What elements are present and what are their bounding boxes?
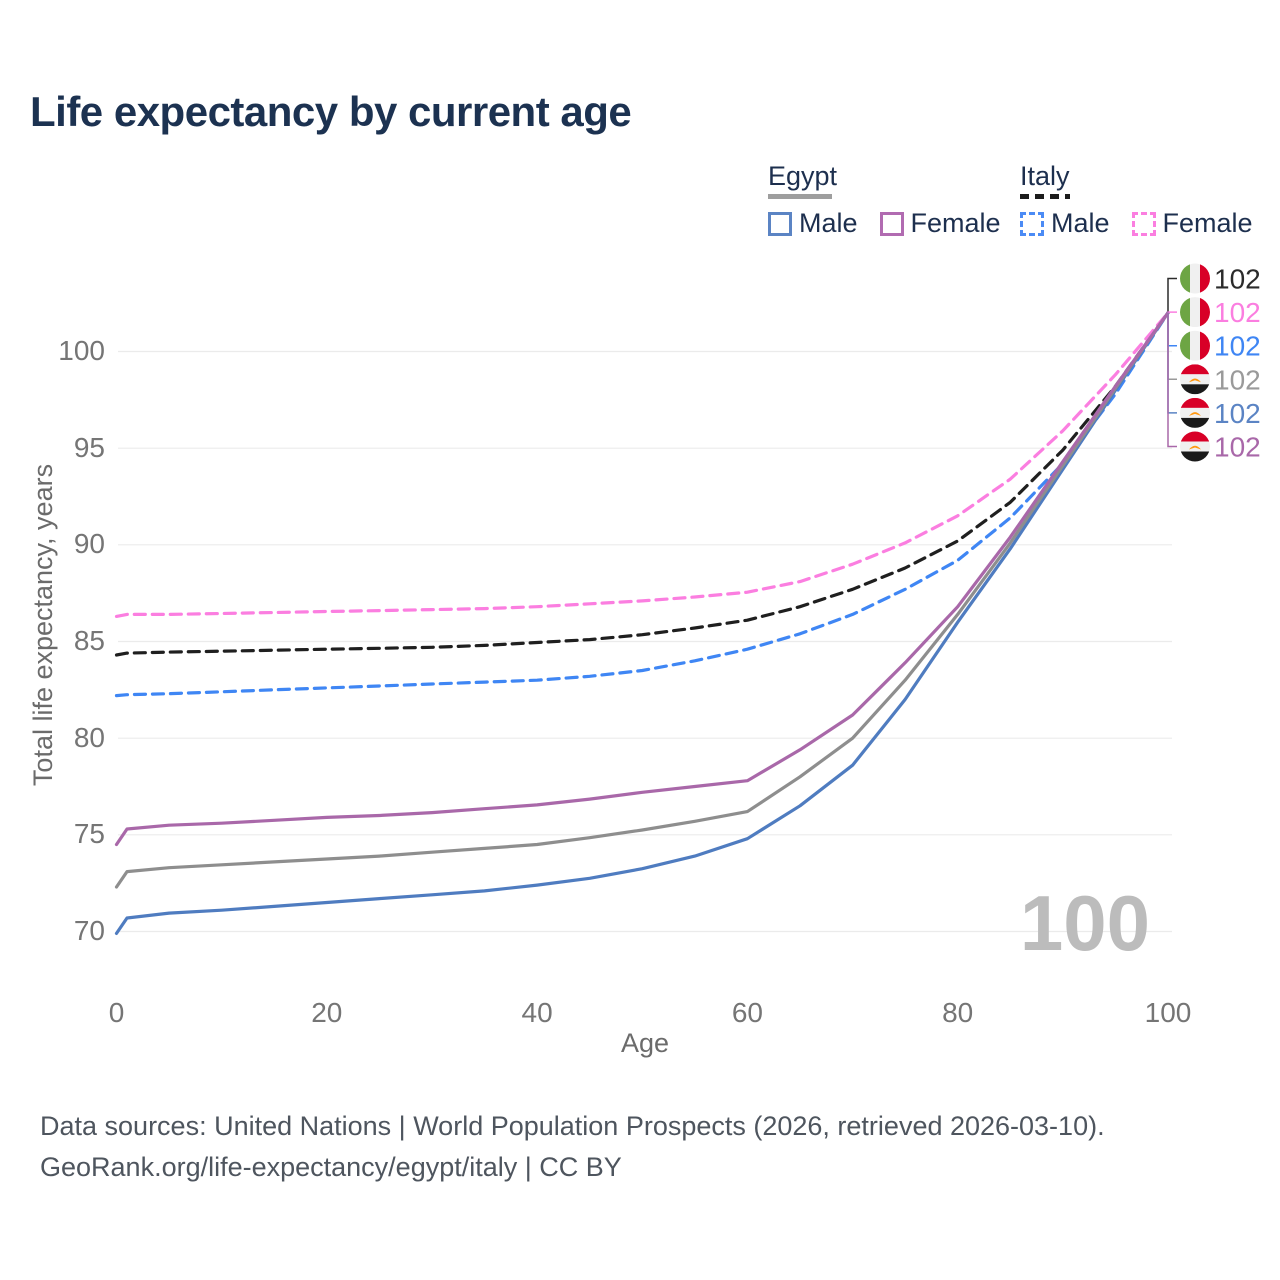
italy-male-checkbox-icon: [1020, 211, 1044, 236]
end-label-leader-line: [1167, 312, 1177, 448]
end-label-value: 102: [1214, 264, 1261, 295]
legend-italy-female-label: Female: [1162, 208, 1253, 238]
x-tick-0: 0: [109, 997, 125, 1028]
x-axis: 0 20 40 60 80 100 Age: [109, 997, 1192, 1058]
egypt-flag-icon: [1180, 397, 1210, 428]
source-url-line: GeoRank.org/life-expectancy/egypt/italy …: [40, 1152, 622, 1183]
legend-country-egypt[interactable]: Egypt: [768, 161, 1001, 199]
legend-country-egypt-label: Egypt: [768, 161, 838, 191]
end-label-value: 102: [1214, 364, 1261, 395]
italy-flag-icon: [1180, 297, 1210, 328]
italy-female-checkbox-icon: [1131, 211, 1156, 236]
egypt-line-style-swatch: [768, 194, 832, 199]
end-label-leader-line: [1167, 277, 1177, 313]
series-line-egypt-both[interactable]: [114, 311, 1170, 889]
x-tick-80: 80: [942, 997, 973, 1028]
x-tick-40: 40: [522, 997, 553, 1028]
y-tick-95: 95: [74, 432, 105, 463]
legend-item-italy-male[interactable]: Male: [1020, 208, 1110, 239]
legend-group-italy: Italy Male Female: [1020, 161, 1253, 239]
page-title: Life expectancy by current age: [30, 88, 632, 135]
legend-item-egypt-female[interactable]: Female: [879, 208, 1001, 239]
series-line-italy-both[interactable]: [114, 311, 1170, 657]
legend-group-egypt: Egypt Male Female: [768, 161, 1001, 239]
end-label-leader-line: [1167, 312, 1177, 347]
y-tick-90: 90: [74, 528, 105, 559]
end-label-value: 102: [1214, 432, 1261, 463]
series-line-egypt-female[interactable]: [114, 311, 1170, 847]
legend-item-egypt-male[interactable]: Male: [768, 208, 858, 239]
x-axis-title: Age: [621, 1028, 669, 1058]
gridlines: [118, 350, 1172, 933]
end-label-value: 102: [1214, 297, 1261, 328]
y-tick-70: 70: [74, 915, 105, 946]
italy-flag-icon: [1180, 330, 1210, 361]
italy-line-style-swatch: [1020, 194, 1070, 199]
y-tick-85: 85: [74, 625, 105, 656]
series-line-italy-male[interactable]: [114, 311, 1170, 698]
source-line: Data sources: United Nations | World Pop…: [40, 1111, 1105, 1141]
legend-item-italy-female[interactable]: Female: [1131, 208, 1253, 239]
x-tick-60: 60: [732, 997, 763, 1028]
egypt-female-checkbox-icon: [879, 211, 904, 236]
y-axis-title: Total life expectancy, years: [28, 464, 58, 786]
series-layer: [114, 311, 1170, 936]
end-label-leader-line: [1167, 312, 1177, 414]
legend-country-italy[interactable]: Italy: [1020, 161, 1253, 199]
series-line-italy-female[interactable]: [114, 311, 1170, 619]
series-line-egypt-male[interactable]: [114, 311, 1170, 936]
legend-egypt-male-label: Male: [799, 208, 858, 238]
y-tick-80: 80: [74, 722, 105, 753]
italy-flag-icon: [1180, 263, 1210, 294]
y-axis: 70 75 80 85 90 95 100 Total life expecta…: [28, 335, 105, 946]
end-label-value: 102: [1214, 331, 1261, 362]
source-attribution: Data sources: United Nations | World Pop…: [40, 1106, 1105, 1188]
end-label-value: 102: [1214, 398, 1261, 429]
x-tick-20: 20: [311, 997, 342, 1028]
y-tick-75: 75: [74, 818, 105, 849]
egypt-flag-icon: [1180, 431, 1210, 462]
y-tick-100: 100: [58, 335, 105, 366]
legend-egypt-female-label: Female: [910, 208, 1001, 238]
legend-country-italy-label: Italy: [1020, 161, 1070, 191]
egypt-male-checkbox-icon: [768, 211, 792, 236]
age-counter-watermark: 100: [1020, 879, 1150, 967]
x-tick-100: 100: [1145, 997, 1192, 1028]
end-label-leader-line: [1167, 311, 1177, 313]
legend-italy-male-label: Male: [1051, 208, 1110, 238]
egypt-flag-icon: [1180, 364, 1210, 395]
